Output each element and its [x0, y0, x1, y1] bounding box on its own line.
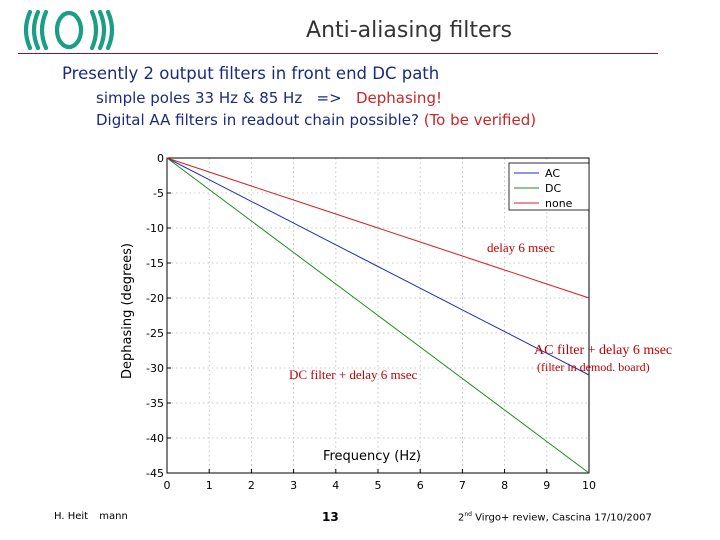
x-axis-label: Frequency (Hz) — [323, 449, 421, 464]
bullet-line-1: Presently 2 output filters in front end … — [62, 64, 440, 83]
y-tick-label: -40 — [146, 432, 164, 445]
legend-label-ac: AC — [545, 167, 560, 180]
legend-label-none: none — [545, 197, 573, 210]
x-tick-label: 8 — [501, 479, 508, 492]
series-line-ac — [166, 157, 590, 376]
bullet-line-2: simple poles 33 Hz & 85 Hz => Dephasing! — [96, 89, 442, 107]
footer-author-last: mann — [99, 511, 128, 522]
page-number: 13 — [322, 510, 339, 524]
y-axis-label: Dephasing (degrees) — [120, 243, 135, 379]
annotation-2: AC filter + delay 6 msec — [534, 343, 672, 358]
footer-author-first: H. Heit — [54, 511, 89, 522]
x-tick-label: 3 — [290, 479, 297, 492]
legend-box — [508, 162, 590, 211]
annotation-3: (filter in demod. board) — [537, 360, 650, 374]
y-tick-label: -5 — [153, 187, 164, 200]
footer-event: 2nd Virgo+ review, Cascina 17/10/2007 — [458, 511, 652, 523]
x-tick-label: 10 — [582, 479, 596, 492]
bullet-line-3-text: Digital AA filters in readout chain poss… — [96, 111, 424, 129]
title-divider — [18, 53, 658, 54]
footer-author: H. Heit mann — [54, 511, 128, 522]
verify-highlight: (To be verified) — [423, 111, 537, 129]
bullet-line-2-text: simple poles 33 Hz & 85 Hz => — [96, 89, 356, 107]
footer-event-suffix: nd — [464, 511, 472, 518]
y-tick-label: -15 — [146, 257, 164, 270]
y-tick-label: -45 — [146, 467, 164, 480]
legend-label-dc: DC — [545, 182, 561, 195]
x-tick-label: 6 — [417, 479, 424, 492]
virgo-logo — [23, 9, 115, 51]
x-tick-label: 7 — [459, 479, 466, 492]
y-tick-label: -35 — [146, 397, 164, 410]
slide-title: Anti-aliasing filters — [306, 18, 512, 43]
x-tick-label: 1 — [206, 479, 213, 492]
annotation-1: delay 6 msec — [487, 240, 555, 255]
footer-event-rest: Virgo+ review, Cascina 17/10/2007 — [472, 512, 652, 524]
y-tick-label: -20 — [146, 292, 164, 305]
annotation-4: DC filter + delay 6 msec — [289, 367, 417, 382]
y-tick-label: 0 — [157, 152, 164, 165]
x-tick-label: 9 — [543, 479, 550, 492]
y-tick-label: -25 — [146, 327, 164, 340]
series-line-none — [166, 157, 590, 299]
footer-event-ordinal: 2 — [458, 512, 465, 524]
x-tick-label: 5 — [375, 479, 382, 492]
dephasing-highlight: Dephasing! — [355, 89, 442, 107]
bullet-line-3: Digital AA filters in readout chain poss… — [96, 111, 536, 129]
series-line-dc — [166, 157, 590, 474]
x-tick-label: 0 — [164, 479, 171, 492]
y-tick-label: -10 — [146, 222, 164, 235]
x-tick-label: 2 — [248, 479, 255, 492]
x-tick-label: 4 — [332, 479, 339, 492]
y-tick-label: -30 — [146, 362, 164, 375]
